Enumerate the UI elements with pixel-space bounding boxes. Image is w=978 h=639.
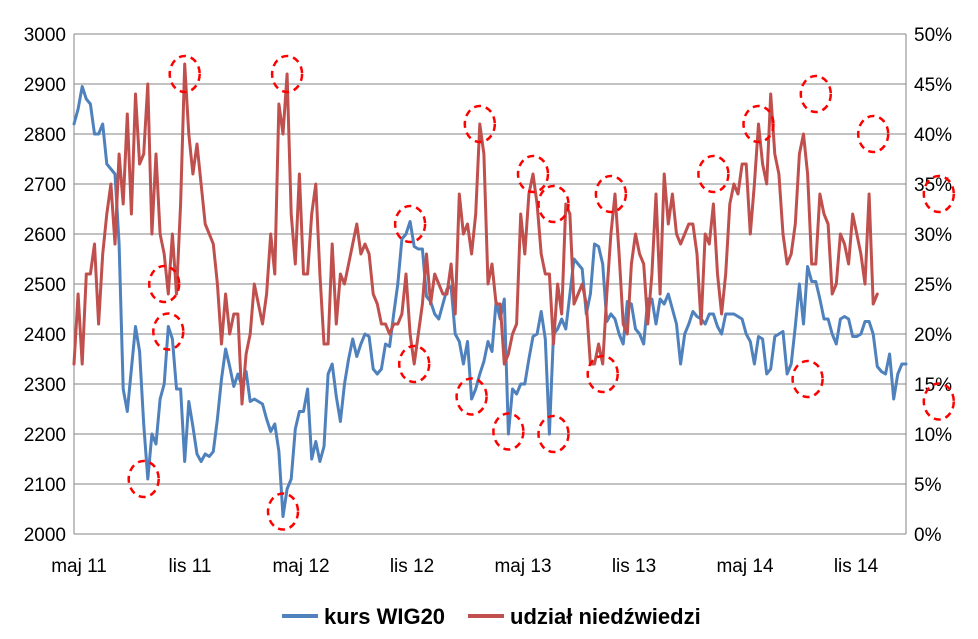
right-axis-tick-label: 45%: [914, 75, 952, 96]
right-axis-tick-label: 50%: [914, 25, 952, 46]
highlight-circle: [147, 264, 181, 304]
x-axis-tick-label: maj 11: [51, 556, 107, 577]
gridlines: [74, 33, 906, 535]
highlight-circle: [791, 359, 824, 399]
highlight-circle: [799, 74, 833, 114]
highlight-circle: [152, 312, 185, 351]
left-axis-tick-label: 2500: [24, 275, 66, 296]
left-axis-tick-label: 2100: [24, 475, 66, 496]
right-axis-tick-label: 25%: [914, 275, 952, 296]
highlight-circle: [168, 54, 201, 94]
highlight-circle: [397, 344, 431, 384]
x-axis-tick-label: lis 13: [612, 556, 656, 577]
highlight-circle: [492, 412, 525, 451]
highlight-circle: [516, 154, 550, 194]
right-axis-tick-label: 40%: [914, 125, 952, 146]
highlight-circle: [537, 184, 570, 224]
highlight-circle: [594, 174, 628, 214]
left-axis-tick-label: 2200: [24, 425, 66, 446]
highlight-circle: [697, 154, 730, 194]
highlight-circle: [127, 459, 160, 499]
left-axis-tick-label: 3000: [24, 25, 66, 46]
right-axis-tick-label: 10%: [914, 425, 952, 446]
highlight-circle: [922, 174, 956, 214]
left-axis-tick-label: 2400: [24, 325, 66, 346]
highlight-circle: [537, 414, 570, 454]
series-line-kurs-wig20: [72, 85, 908, 518]
left-axis-tick-label: 2800: [24, 125, 66, 146]
x-axis-tick-label: lis 11: [169, 556, 212, 577]
left-axis-tick-label: 2000: [24, 525, 66, 546]
left-axis-tick-label: 2700: [24, 175, 66, 196]
series-layer: [72, 62, 908, 518]
right-axis-tick-label: 0%: [914, 525, 942, 546]
legend: kurs WIG20 udział niedźwiedzi: [282, 604, 701, 629]
right-axis-ticks: 0%5%10%15%20%25%30%35%40%45%50%: [914, 25, 952, 546]
highlight-circle: [270, 54, 304, 94]
highlight-circle: [455, 377, 488, 416]
x-axis-tick-label: lis 14: [834, 556, 879, 577]
right-axis-tick-label: 30%: [914, 225, 952, 246]
x-axis-tick-label: maj 13: [494, 556, 551, 577]
right-axis-tick-label: 5%: [914, 475, 942, 496]
right-axis-tick-label: 20%: [914, 325, 952, 346]
highlight-circle: [393, 204, 427, 244]
highlight-circle: [586, 354, 619, 394]
x-axis-tick-label: maj 14: [716, 556, 773, 577]
x-axis-ticks: maj 11 lis 11 maj 12 lis 12 maj 13 lis 13 maj …: [51, 556, 878, 577]
right-axis-tick-label: 15%: [914, 375, 952, 396]
highlight-circles: [127, 54, 956, 531]
highlight-circle: [922, 382, 956, 421]
left-axis-tick-label: 2600: [24, 225, 66, 246]
highlight-circle: [266, 492, 300, 531]
highlight-circle: [742, 104, 775, 144]
left-axis-ticks: 2000 2100 2200 2300 2400 2500 2600 2700 2800 2900…: [24, 25, 66, 546]
left-axis-tick-label: 2300: [24, 375, 66, 396]
x-axis-tick-label: lis 12: [390, 556, 434, 577]
left-axis-tick-label: 2900: [24, 75, 66, 96]
legend-label-udzial-niedzwiedzi: udział niedźwiedzi: [510, 604, 701, 629]
x-axis-tick-label: maj 12: [272, 556, 329, 577]
highlight-circle: [856, 114, 890, 154]
series-line-udzial-niedzwiedzi: [72, 62, 879, 406]
axes: [73, 34, 907, 534]
legend-label-kurs-wig20: kurs WIG20: [324, 604, 445, 629]
highlight-circle: [463, 104, 497, 144]
